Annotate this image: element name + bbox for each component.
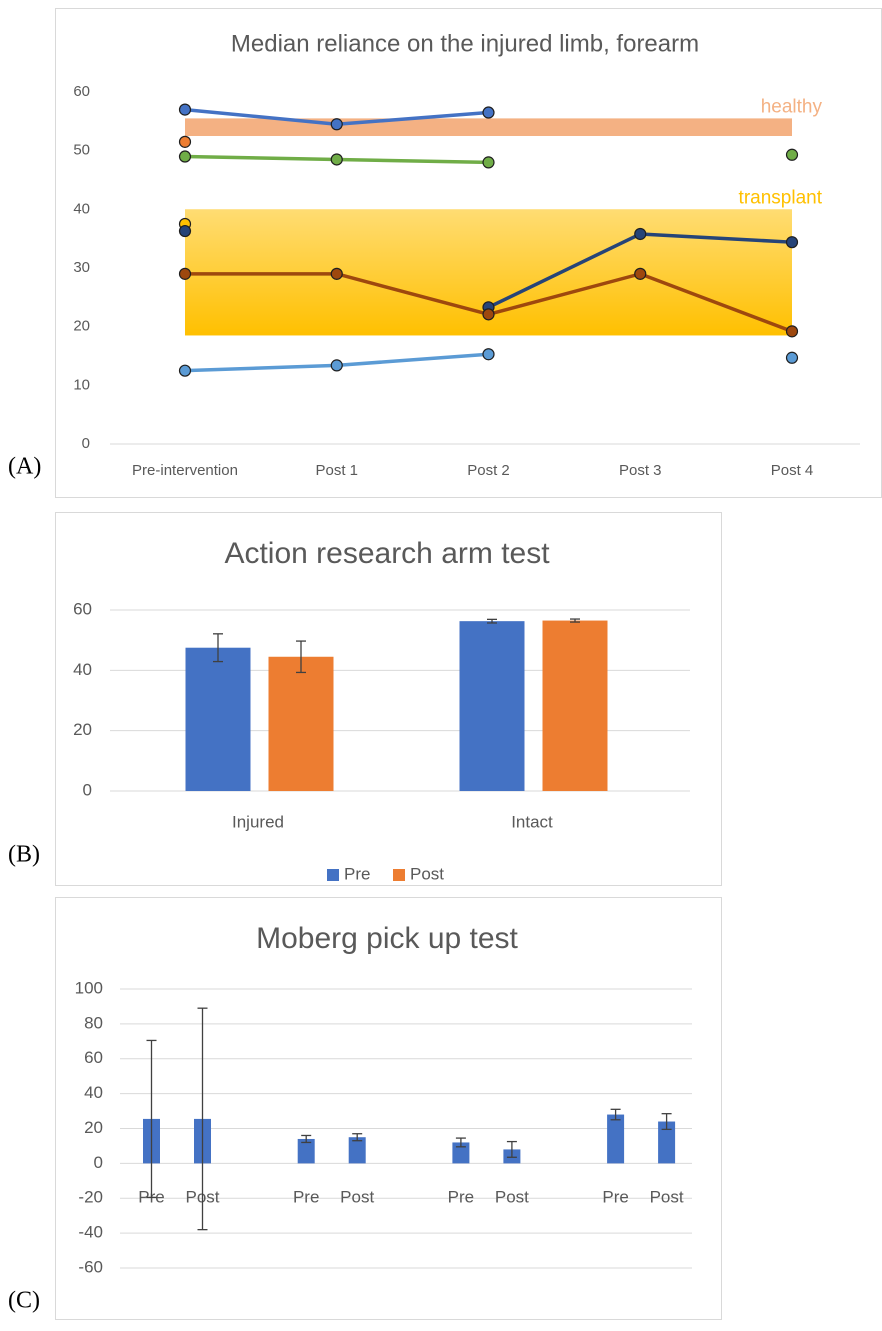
x-tick-label: Post [495,1187,529,1206]
y-tick-label: 20 [84,1118,103,1137]
legend-swatch [327,869,339,881]
point [482,156,495,169]
x-tick-label: Post 3 [619,462,662,479]
y-tick-label: 0 [83,780,92,799]
bar [297,1138,315,1164]
bar [607,1114,625,1164]
x-tick-label: Intact [511,812,553,831]
y-tick-label: 30 [73,259,90,276]
x-tick-label: Pre [448,1187,474,1206]
point [634,227,647,241]
x-tick-label: Post 1 [315,462,358,479]
panel-label: (A) [8,454,41,480]
point [785,351,799,364]
chart-title: Moberg pick up test [256,922,518,955]
point [785,148,799,161]
legend-label: Pre [344,864,370,883]
x-tick-label: Pre-intervention [132,462,238,479]
panel-label: (B) [8,842,40,868]
chart-frame [55,512,722,886]
point [634,267,647,280]
y-tick-label: 100 [75,978,103,997]
point [482,348,495,361]
y-tick-label: 20 [73,720,92,739]
bar [459,621,525,791]
point [482,308,495,321]
point [178,224,192,238]
y-tick-label: 60 [84,1048,103,1067]
band-label: healthy [761,96,823,117]
y-tick-label: -60 [78,1257,103,1276]
point [178,150,192,163]
point [178,267,192,280]
y-tick-label: 0 [82,435,90,452]
x-tick-label: Post 4 [771,462,814,479]
y-tick-label: 50 [73,142,90,159]
point [482,106,495,119]
x-tick-label: Pre [293,1187,319,1206]
legend-swatch [393,869,405,881]
point [330,153,343,166]
chart-title: Median reliance on the injured limb, for… [231,30,699,57]
y-tick-label: 20 [73,318,90,335]
chart-frame [55,897,722,1320]
bar [658,1121,676,1164]
x-tick-label: Post [340,1187,374,1206]
bar [268,656,334,791]
bar [542,620,608,791]
panel-label: (C) [8,1288,40,1314]
x-tick-label: Post 2 [467,462,510,479]
point [785,236,799,249]
point [178,135,192,148]
bar [348,1137,366,1164]
y-tick-label: 0 [94,1153,103,1172]
y-tick-label: 60 [73,599,92,618]
point [330,359,343,372]
y-tick-label: 40 [84,1083,103,1102]
y-tick-label: 40 [73,200,90,217]
point [330,267,343,280]
y-tick-label: 40 [73,660,92,679]
chart-title: Action research arm test [224,537,550,570]
point [785,325,799,338]
y-tick-label: 10 [73,376,90,393]
legend-label: Post [410,864,444,883]
x-tick-label: Injured [232,812,284,831]
bar [452,1142,470,1164]
band-label: transplant [739,187,823,208]
y-tick-label: -40 [78,1223,103,1242]
point [178,103,192,116]
y-tick-label: 80 [84,1013,103,1032]
x-tick-label: Post [650,1187,684,1206]
bar [185,647,251,791]
point [330,118,343,131]
y-tick-label: -20 [78,1188,103,1207]
x-tick-label: Pre [602,1187,628,1206]
point [178,364,192,377]
y-tick-label: 60 [73,83,90,100]
reference-band [185,118,792,136]
